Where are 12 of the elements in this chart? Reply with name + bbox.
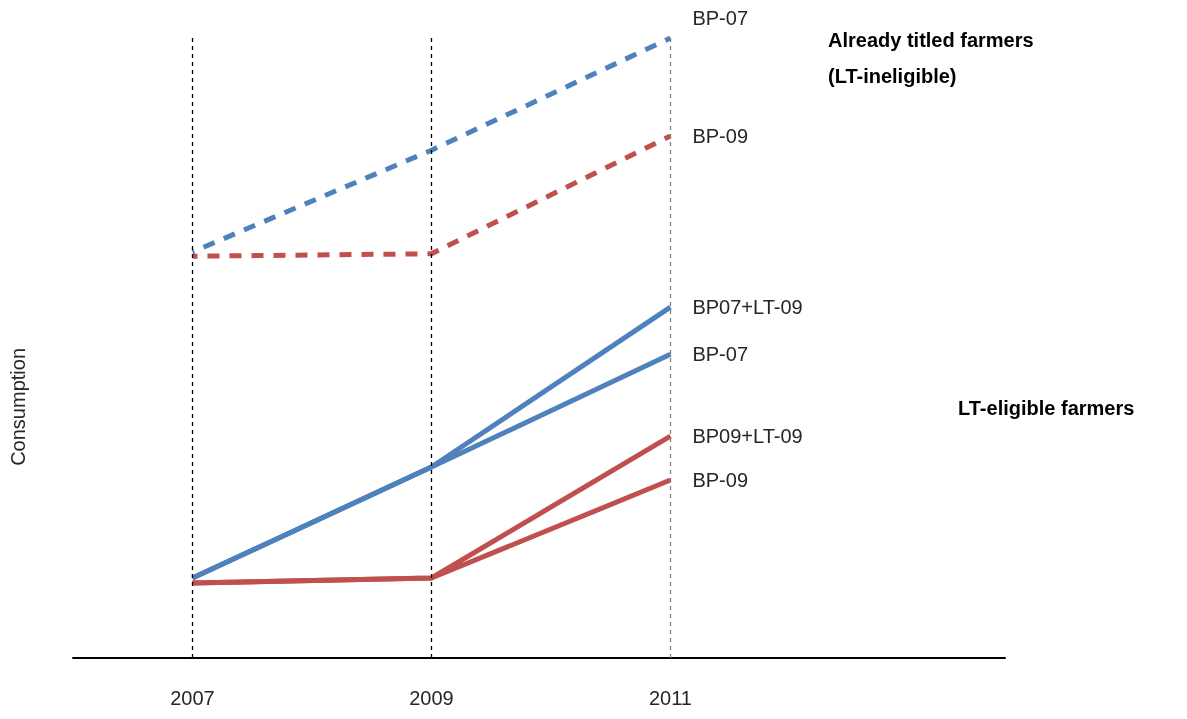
x-tick-label: 2009 <box>409 687 454 709</box>
series-label: BP-09 <box>692 124 749 147</box>
x-tick-label: 2007 <box>170 687 215 709</box>
x-tick-label: 2011 <box>648 687 692 709</box>
y-axis-title: Consumption <box>7 348 29 466</box>
annotation: LT-eligible farmers <box>958 397 1135 419</box>
annotation: Already titled farmers (LT-ineligible) <box>828 29 1040 87</box>
series-label: BP-07 <box>692 7 749 29</box>
series-label: BP-09 <box>692 469 749 492</box>
series-label: BP09+LT-09 <box>692 425 803 448</box>
series-label: BP07+LT-09 <box>692 296 803 319</box>
series-label: BP-07 <box>692 343 749 366</box>
